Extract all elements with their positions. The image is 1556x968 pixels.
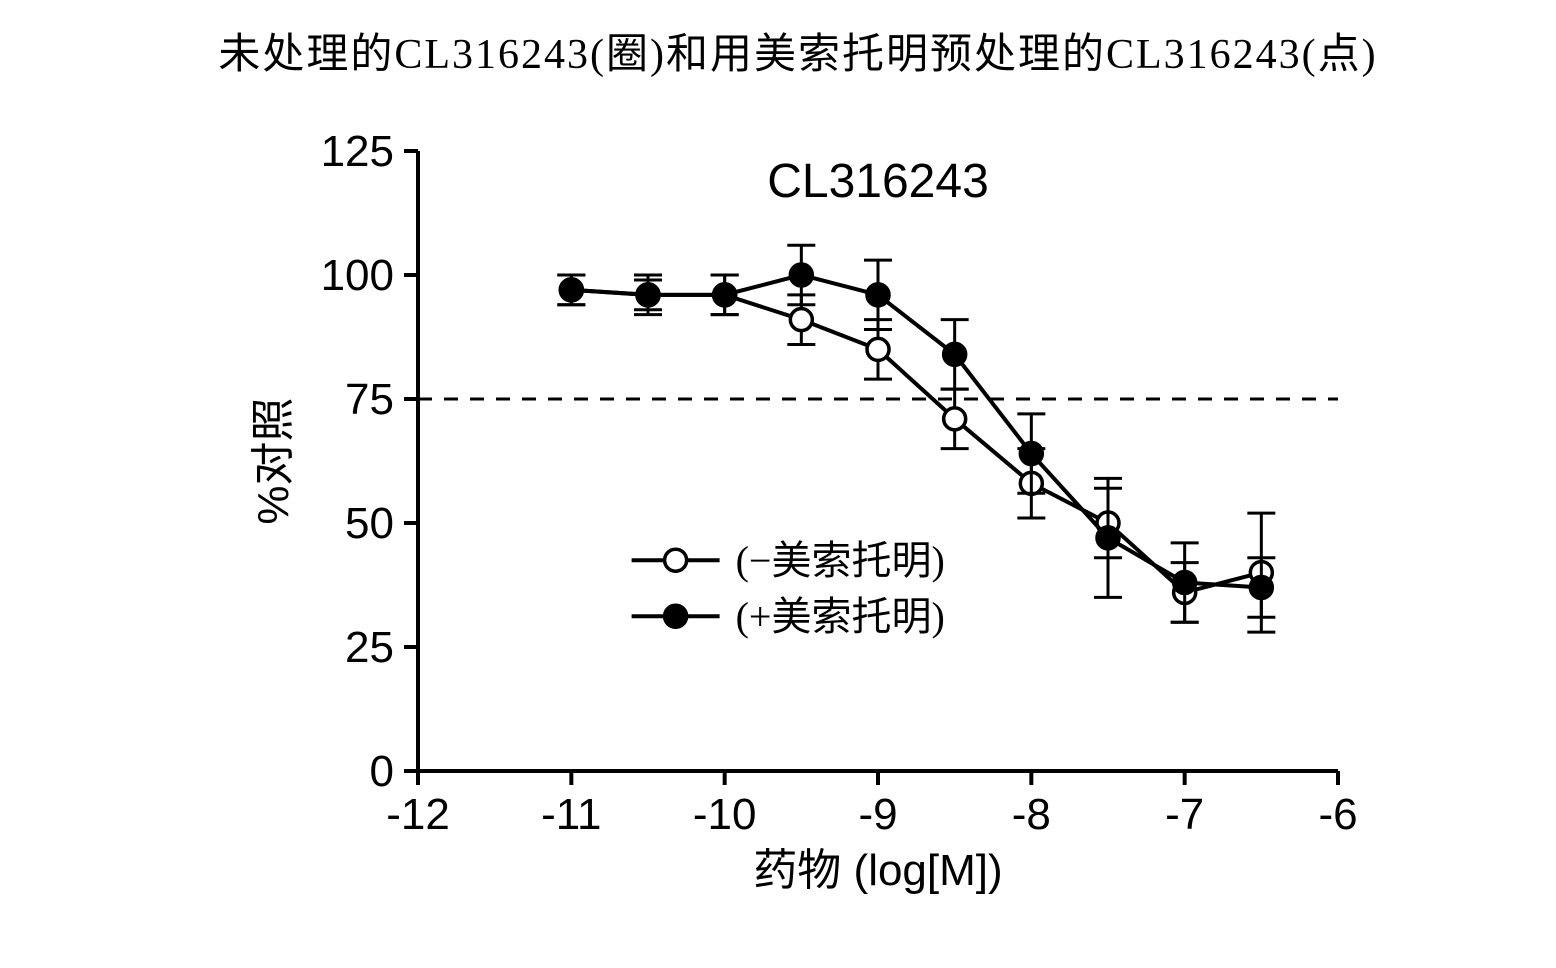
marker-plus (560, 279, 582, 301)
marker-plus (867, 284, 889, 306)
marker-plus (1250, 576, 1272, 598)
legend-marker-minus (665, 549, 687, 571)
x-tick-label: -12 (386, 790, 450, 839)
x-tick-label: -6 (1318, 790, 1357, 839)
y-tick-label: 100 (321, 251, 394, 300)
marker-plus (944, 343, 966, 365)
marker-plus (1097, 527, 1119, 549)
x-tick-label: -7 (1165, 790, 1204, 839)
x-tick-label: -8 (1012, 790, 1051, 839)
legend-marker-plus (665, 605, 687, 627)
marker-plus (714, 284, 736, 306)
x-tick-label: -11 (541, 790, 601, 839)
marker-plus (790, 264, 812, 286)
marker-plus (1020, 443, 1042, 465)
dose-response-chart: 0 25 50 75 100 125 -12 -11 -10 -9 -8 -7 -6 CL316243 药物… (198, 91, 1398, 911)
x-axis-label: 药物 (log[M]) (753, 846, 1002, 895)
x-tick-label: -10 (693, 790, 757, 839)
chart-container: 0 25 50 75 100 125 -12 -11 -10 -9 -8 -7 -6 CL316243 药物… (198, 91, 1398, 911)
x-tick-label: -9 (858, 790, 897, 839)
y-tick-label: 125 (321, 127, 394, 176)
marker-plus (1174, 572, 1196, 594)
y-tick-label: 75 (345, 375, 394, 424)
y-tick-label: 25 (345, 623, 394, 672)
marker-minus (867, 338, 889, 360)
marker-plus (637, 284, 659, 306)
marker-minus (944, 408, 966, 430)
header-caption: 未处理的CL316243(圈)和用美索托明预处理的CL316243(点) (20, 20, 1556, 81)
marker-minus (790, 309, 812, 331)
legend-label-plus: (+美索托明) (736, 594, 945, 639)
y-tick-label: 0 (370, 747, 394, 796)
legend-label-minus: (−美索托明) (736, 538, 945, 583)
chart-title: CL316243 (767, 155, 989, 208)
y-tick-label: 50 (345, 499, 394, 548)
y-axis-label: %对照 (249, 397, 298, 524)
